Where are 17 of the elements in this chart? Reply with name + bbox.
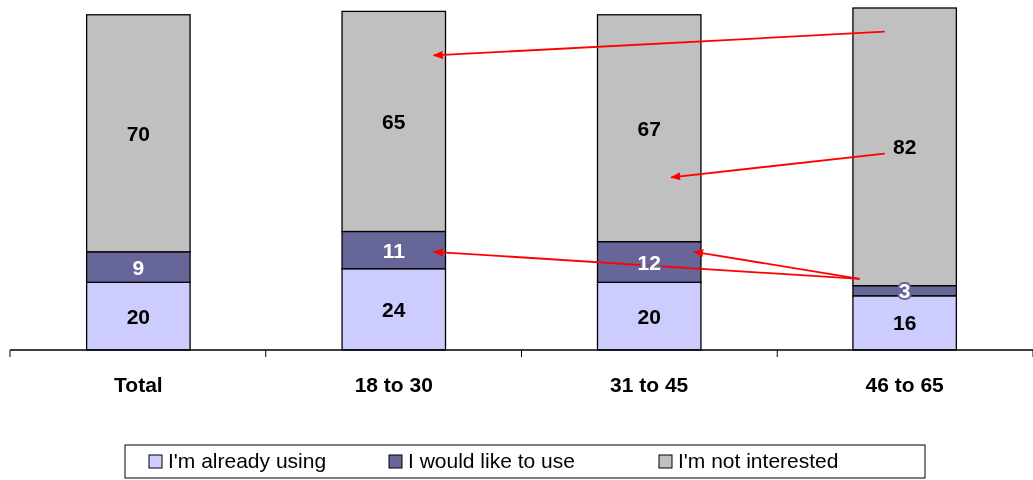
- x-tick-label: 18 to 30: [354, 373, 433, 396]
- legend-label: I would like to use: [408, 449, 575, 472]
- legend-label: I'm already using: [168, 449, 327, 472]
- data-label: 67: [637, 116, 661, 140]
- data-label: 9: [132, 255, 145, 279]
- x-tick-label: 46 to 65: [865, 373, 945, 396]
- x-tick-label: 31 to 45: [610, 373, 689, 396]
- data-label: 24: [382, 297, 406, 321]
- data-label: 65: [382, 110, 406, 133]
- data-label: 20: [637, 304, 661, 328]
- data-label: 70: [126, 121, 151, 145]
- x-tick-label: Total: [114, 373, 163, 396]
- data-label: 20: [126, 304, 151, 328]
- legend-label: I'm not interested: [678, 449, 839, 472]
- data-label: 16: [892, 311, 917, 335]
- data-label: 82: [892, 135, 917, 159]
- data-label: 11: [382, 238, 406, 262]
